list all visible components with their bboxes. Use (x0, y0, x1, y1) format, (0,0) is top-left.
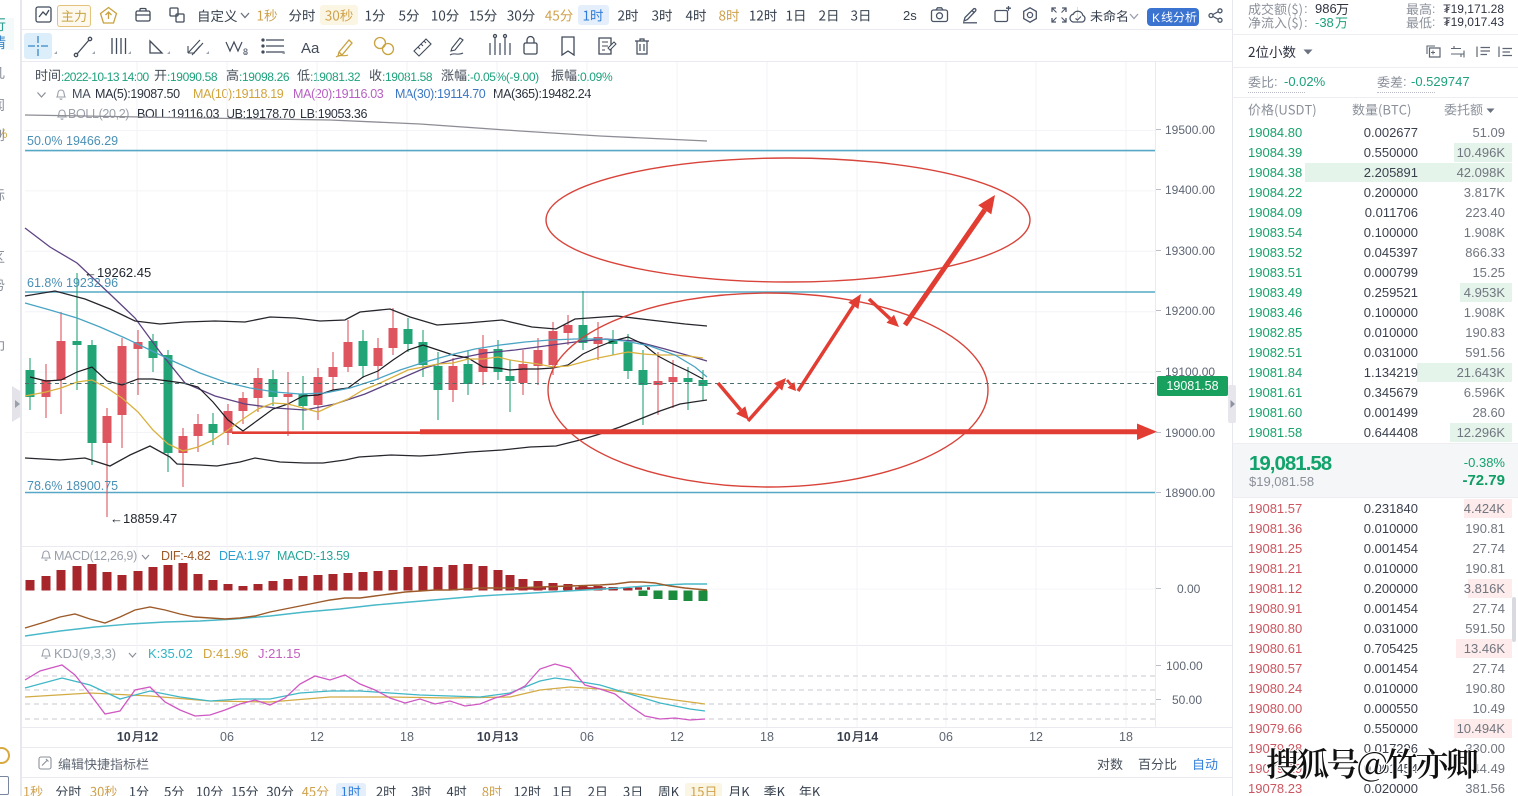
svg-text:Aa: Aa (301, 40, 320, 57)
svg-text:8: 8 (243, 47, 248, 57)
